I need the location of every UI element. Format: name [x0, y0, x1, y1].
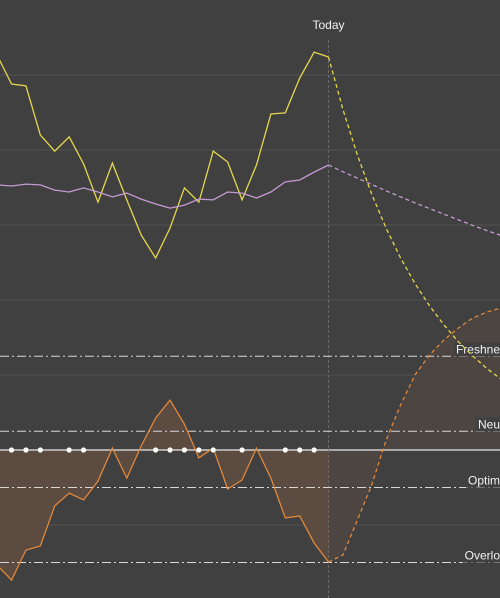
- activity-marker: [23, 447, 29, 453]
- activity-marker: [196, 447, 202, 453]
- activity-marker: [37, 447, 43, 453]
- activity-marker: [153, 447, 159, 453]
- activity-marker: [297, 447, 303, 453]
- label-background: [453, 342, 500, 357]
- activity-marker: [282, 447, 288, 453]
- series-line: [0, 51, 329, 260]
- annotation: Today: [313, 18, 345, 32]
- reference-label: Optim: [468, 474, 500, 488]
- area-fill: [328, 308, 500, 563]
- series-line: [0, 164, 329, 209]
- area-fill: [0, 400, 329, 581]
- label-background: [462, 548, 500, 563]
- activity-marker: [66, 447, 72, 453]
- activity-marker: [210, 447, 216, 453]
- activity-marker: [167, 447, 173, 453]
- label-background: [475, 417, 500, 432]
- reference-label: Overlo: [465, 549, 500, 563]
- activity-marker: [181, 447, 188, 453]
- reference-label: Neu: [478, 417, 500, 431]
- activity-marker: [80, 447, 87, 453]
- activity-marker: [8, 447, 15, 453]
- reference-label: Freshne: [456, 342, 500, 356]
- series-line: [0, 398, 330, 582]
- label-background: [465, 473, 500, 488]
- activity-marker: [311, 447, 317, 453]
- activity-marker: [239, 447, 245, 453]
- projection-line: [328, 307, 500, 563]
- projection-line: [327, 56, 500, 380]
- projection-line: [328, 164, 500, 236]
